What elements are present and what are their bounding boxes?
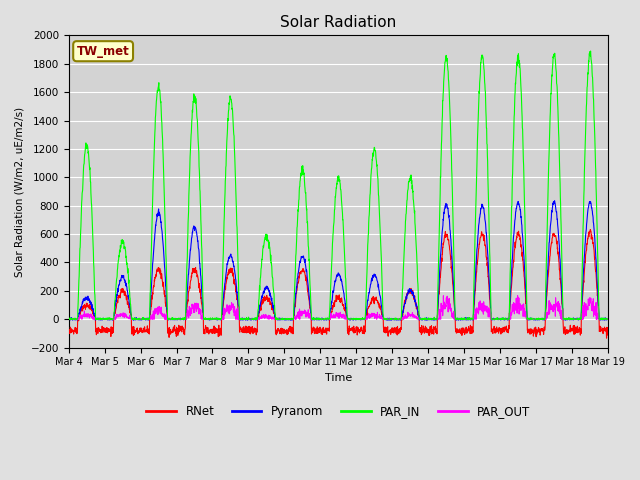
Text: TW_met: TW_met: [77, 45, 129, 58]
Legend: RNet, Pyranom, PAR_IN, PAR_OUT: RNet, Pyranom, PAR_IN, PAR_OUT: [141, 400, 535, 423]
X-axis label: Time: Time: [324, 373, 352, 383]
Title: Solar Radiation: Solar Radiation: [280, 15, 397, 30]
Y-axis label: Solar Radiation (W/m2, uE/m2/s): Solar Radiation (W/m2, uE/m2/s): [15, 107, 25, 276]
